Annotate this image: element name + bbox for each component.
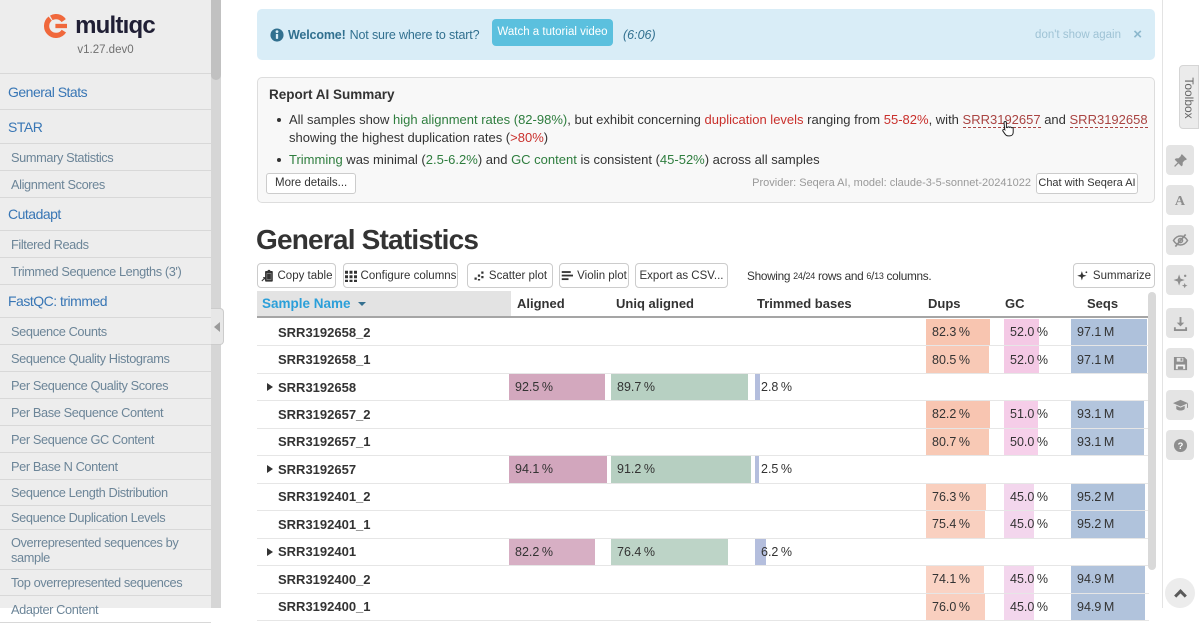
svg-text:?: ? xyxy=(1177,440,1183,450)
svg-text:A: A xyxy=(1175,193,1186,208)
